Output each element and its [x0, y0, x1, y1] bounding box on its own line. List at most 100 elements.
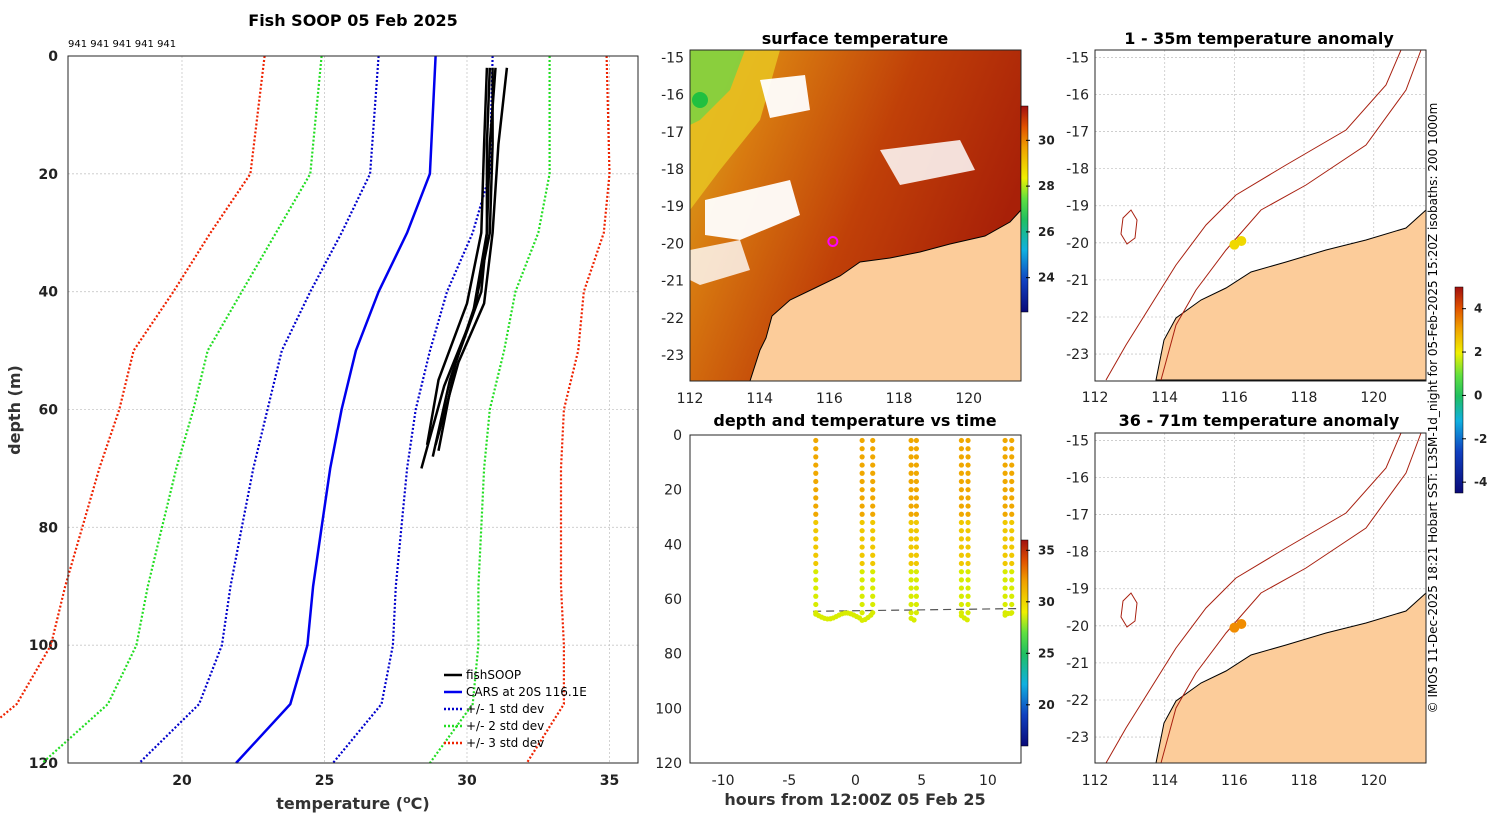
profile-frame	[67, 55, 639, 764]
depthtime-point	[913, 478, 920, 485]
anomaly-top-frame	[1094, 49, 1427, 382]
depthtime-xlabel: hours from 12:00Z 05 Feb 25	[724, 790, 985, 809]
depthtime-point	[813, 446, 819, 452]
depthtime-point	[870, 601, 876, 608]
depthtime-point	[813, 528, 819, 534]
depthtime-point	[958, 569, 965, 575]
map-xtick-label: 112	[1082, 390, 1109, 406]
depthtime-point	[965, 487, 971, 493]
map-xtick-label: 120	[1360, 773, 1387, 789]
map-ytick-label: -19	[1066, 199, 1089, 215]
anomaly-top-title: 1 - 35m temperature anomaly	[1124, 29, 1394, 48]
map-ytick-label: -16	[661, 88, 684, 104]
depthtime-point	[1002, 470, 1008, 476]
depthtime-point	[870, 519, 876, 526]
depthtime-point	[913, 495, 920, 501]
depthtime-point	[1009, 601, 1015, 608]
profile-fishsoop-line	[434, 67, 509, 446]
anomaly-point	[1236, 618, 1247, 629]
depthtime-point	[1009, 577, 1015, 583]
depthtime-point	[958, 454, 965, 460]
depthtime-point	[1009, 503, 1015, 509]
depthtime-point	[965, 437, 971, 444]
anomaly-bottom-map	[1095, 432, 1427, 764]
depthtime-point	[859, 454, 865, 460]
depthtime-point	[813, 478, 819, 485]
depthtime-point	[1009, 536, 1015, 542]
profile-xtick-label: 20	[172, 773, 192, 789]
map-ytick-label: -17	[661, 125, 684, 141]
profile-std3-high-line	[525, 55, 611, 764]
colorbar-tick-label: -2	[1474, 432, 1487, 446]
depthtime-point	[1009, 511, 1015, 517]
depthtime-point	[958, 487, 965, 493]
map-ytick-label: -15	[1066, 433, 1089, 449]
colorbar-tick-label: 0	[1474, 388, 1482, 402]
depthtime-point	[913, 454, 920, 460]
depthtime-point	[870, 610, 876, 616]
depthtime-point	[859, 560, 865, 567]
depthtime-point	[813, 487, 819, 493]
anomaly-isobath-plateau	[1120, 592, 1138, 628]
colorbar-tick-label: 28	[1038, 179, 1055, 193]
legend-fishsoop: fishSOOP	[466, 668, 521, 682]
depthtime-point	[908, 601, 914, 608]
depthtime-point	[965, 610, 971, 616]
depthtime-point	[870, 454, 876, 460]
depthtime-point	[913, 511, 920, 517]
depthtime-point	[870, 511, 876, 517]
depthtime-point	[859, 585, 865, 591]
depthtime-point	[908, 544, 914, 550]
depthtime-panel: depth and temperature vs time -10 -5 0 5 100…	[655, 411, 1054, 809]
depthtime-point	[1009, 528, 1015, 534]
depthtime-point	[908, 528, 914, 534]
depthtime-point	[965, 511, 971, 517]
profile-ytick-label: 80	[39, 520, 59, 536]
depthtime-point	[859, 569, 865, 575]
depthtime-point	[965, 601, 971, 608]
depthtime-point	[965, 519, 971, 526]
anomaly-point	[1236, 235, 1247, 246]
anomaly-isobath-plateau	[1120, 209, 1138, 245]
depthtime-point	[813, 454, 819, 460]
depthtime-point	[958, 536, 965, 542]
depthtime-point	[870, 495, 876, 501]
profile-fishsoop-line	[425, 67, 489, 446]
depthtime-point	[813, 593, 819, 599]
anomaly-top-map	[1095, 49, 1427, 381]
depthtime-point	[1009, 569, 1015, 575]
depthtime-point	[1009, 487, 1015, 493]
depthtime-ytick-label: 100	[655, 701, 682, 717]
profile-xlabel: temperature (oC)	[276, 793, 429, 813]
depthtime-point	[965, 569, 971, 575]
depthtime-point	[1009, 560, 1015, 567]
map-xtick-label: 116	[1221, 773, 1248, 789]
depthtime-point	[964, 617, 970, 623]
depthtime-point	[1009, 462, 1015, 468]
depthtime-point	[859, 503, 865, 509]
depthtime-point	[958, 478, 965, 485]
depthtime-point	[1009, 610, 1015, 616]
profile-legend: fishSOOP CARS at 20S 116.1E +/- 1 std de…	[444, 668, 587, 750]
depthtime-point	[913, 519, 920, 526]
profile-std3-low-line	[0, 55, 266, 720]
depthtime-point	[859, 593, 865, 599]
anomaly-panel-bottom: 36 - 71m temperature anomaly 112 114 116 11…	[1066, 411, 1427, 789]
depthtime-point	[1002, 560, 1008, 567]
map-ytick-label: -23	[661, 348, 684, 364]
anomaly-bottom-ticks: 112 114 116 118 120 -15 -16 -17 -18 -19 -20 -21 -22 -…	[1066, 433, 1387, 789]
depthtime-point	[913, 560, 920, 567]
anomaly-land	[1155, 208, 1427, 381]
depthtime-point	[908, 446, 914, 452]
anomaly-isobath-200m	[1160, 49, 1422, 381]
depthtime-point	[859, 511, 865, 517]
depthtime-point	[1009, 552, 1015, 558]
depthtime-point	[870, 585, 876, 591]
depthtime-point	[1002, 569, 1008, 575]
profile-ytick-label: 20	[39, 167, 59, 183]
map-ytick-label: -22	[661, 311, 684, 327]
depthtime-point	[908, 470, 914, 476]
depthtime-point	[856, 615, 863, 621]
map-xtick-label: 114	[746, 391, 773, 407]
